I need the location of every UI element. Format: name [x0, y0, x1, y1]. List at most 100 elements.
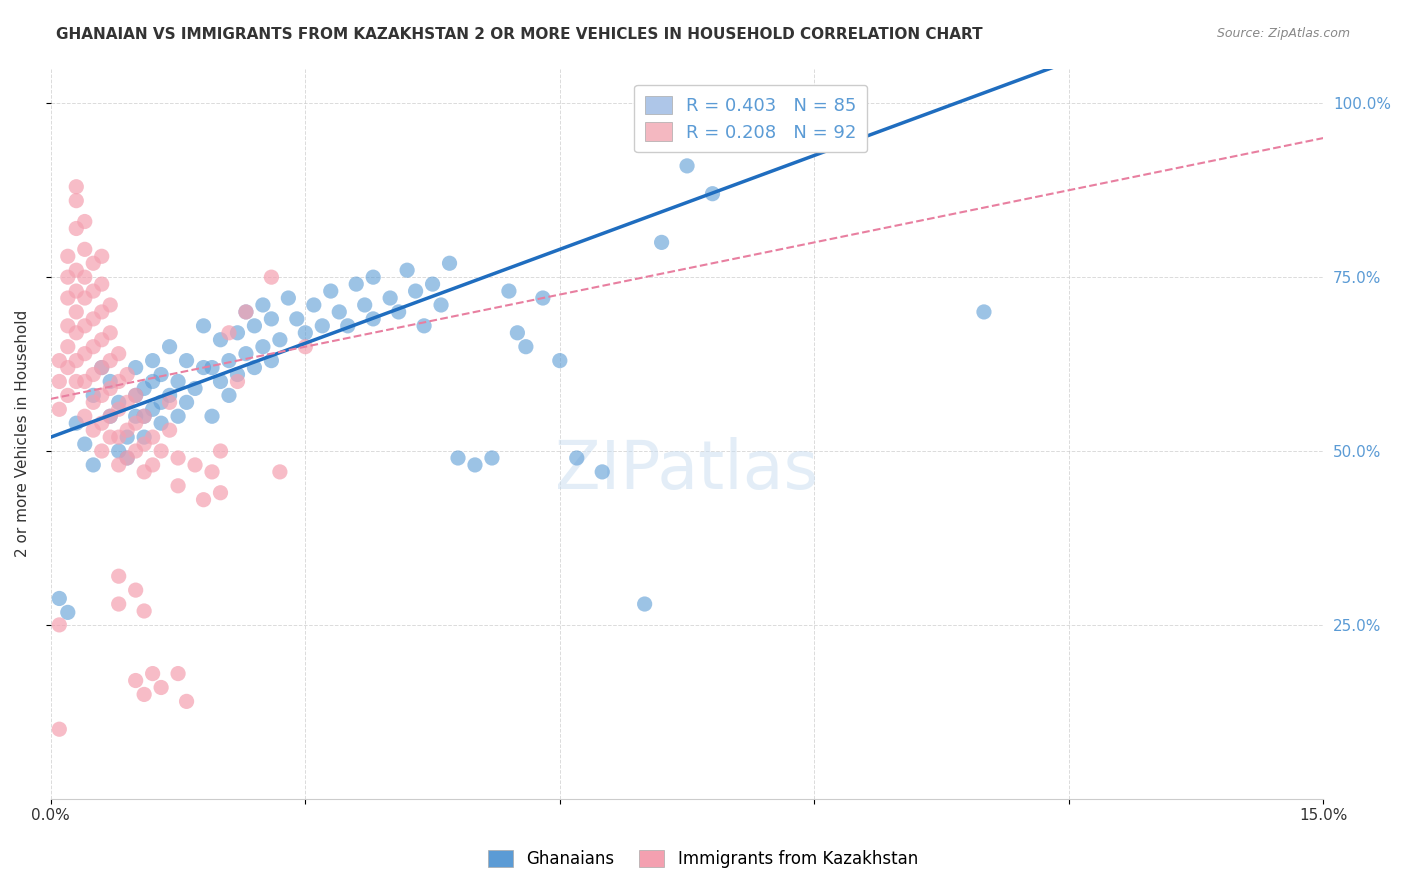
Point [73, 409, 96, 424]
Point [90, 444, 112, 458]
Point [73, 375, 96, 389]
Point [361, 270, 384, 285]
Point [150, 444, 173, 458]
Point [353, 298, 375, 312]
Point [344, 277, 367, 292]
Point [209, 485, 232, 500]
Point [396, 263, 419, 277]
Point [269, 465, 291, 479]
Point [226, 375, 249, 389]
Point [115, 450, 138, 465]
Point [506, 326, 529, 340]
Point [319, 284, 342, 298]
Point [498, 284, 520, 298]
Point [142, 666, 165, 681]
Point [124, 388, 146, 402]
Point [115, 423, 138, 437]
Point [98, 381, 121, 395]
Point [388, 305, 411, 319]
Point [98, 409, 121, 424]
Point [56, 606, 79, 620]
Point [167, 450, 190, 465]
Point [193, 360, 215, 375]
Point [548, 353, 571, 368]
Point [134, 381, 156, 395]
Point [142, 375, 165, 389]
Point [209, 444, 232, 458]
Point [439, 256, 461, 270]
Point [107, 597, 129, 611]
Point [277, 291, 299, 305]
Point [73, 243, 96, 257]
Point [82, 368, 104, 382]
Point [82, 284, 104, 298]
Point [218, 326, 240, 340]
Point [82, 388, 104, 402]
Point [226, 326, 249, 340]
Point [65, 284, 87, 298]
Point [142, 430, 165, 444]
Point [124, 444, 146, 458]
Point [56, 249, 79, 263]
Point [159, 388, 181, 402]
Point [651, 235, 673, 250]
Point [159, 340, 181, 354]
Point [294, 340, 316, 354]
Point [82, 256, 104, 270]
Point [73, 437, 96, 451]
Point [150, 681, 173, 695]
Point [124, 388, 146, 402]
Point [98, 298, 121, 312]
Point [260, 353, 283, 368]
Point [252, 340, 274, 354]
Point [405, 284, 427, 298]
Point [676, 159, 699, 173]
Point [167, 666, 190, 681]
Point [235, 305, 257, 319]
Point [243, 360, 266, 375]
Point [218, 353, 240, 368]
Point [159, 395, 181, 409]
Point [633, 597, 655, 611]
Point [124, 360, 146, 375]
Point [73, 318, 96, 333]
Point [107, 346, 129, 360]
Point [82, 423, 104, 437]
Text: Source: ZipAtlas.com: Source: ZipAtlas.com [1216, 27, 1350, 40]
Point [65, 416, 87, 430]
Point [311, 318, 333, 333]
Point [134, 688, 156, 702]
Point [82, 458, 104, 472]
Point [56, 388, 79, 402]
Point [176, 395, 198, 409]
Point [48, 375, 70, 389]
Point [124, 673, 146, 688]
Point [973, 305, 995, 319]
Point [98, 326, 121, 340]
Point [176, 694, 198, 708]
Point [150, 416, 173, 430]
Point [150, 368, 173, 382]
Point [142, 402, 165, 417]
Point [65, 194, 87, 208]
Point [107, 395, 129, 409]
Point [107, 444, 129, 458]
Point [98, 353, 121, 368]
Point [447, 450, 470, 465]
Point [124, 583, 146, 598]
Point [193, 318, 215, 333]
Point [56, 340, 79, 354]
Point [98, 375, 121, 389]
Text: GHANAIAN VS IMMIGRANTS FROM KAZAKHSTAN 2 OR MORE VEHICLES IN HOUSEHOLD CORRELATI: GHANAIAN VS IMMIGRANTS FROM KAZAKHSTAN 2… [56, 27, 983, 42]
Point [56, 270, 79, 285]
Point [90, 277, 112, 292]
Point [176, 353, 198, 368]
Point [422, 277, 444, 292]
Point [150, 395, 173, 409]
Point [73, 214, 96, 228]
Point [56, 291, 79, 305]
Point [167, 375, 190, 389]
Point [201, 465, 224, 479]
Point [115, 395, 138, 409]
Point [90, 360, 112, 375]
